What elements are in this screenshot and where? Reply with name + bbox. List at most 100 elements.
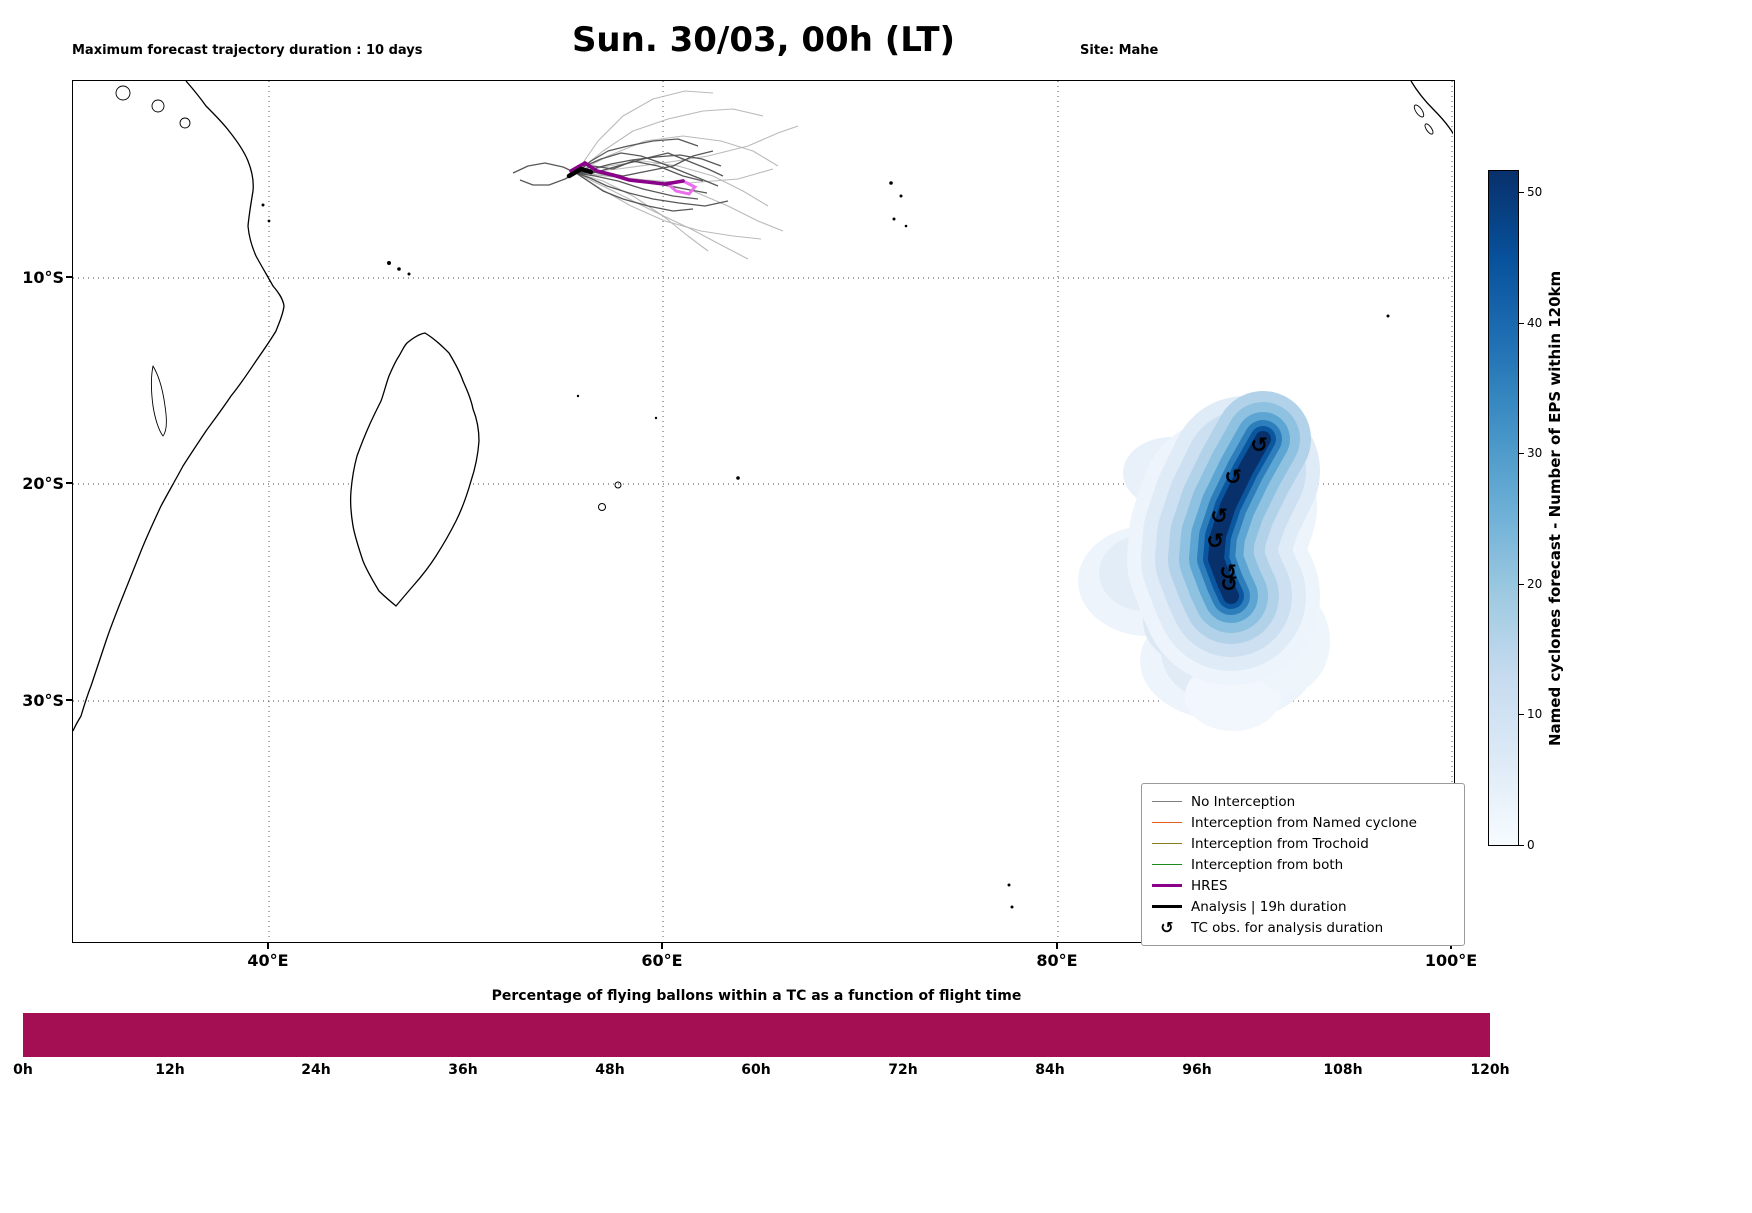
xtick-mark-60e — [661, 943, 663, 949]
xtick-100e: 100°E — [1424, 951, 1478, 970]
legend-line-named-cyclone — [1152, 822, 1182, 823]
map-panel: ↺ ↺ ↺ ↺ ↺ ↺ No Interception Interception from… — [72, 80, 1465, 946]
btick-72h: 72h — [888, 1062, 918, 1078]
legend-label: No Interception — [1191, 793, 1296, 810]
lake-outline-3 — [179, 117, 191, 129]
island-seychelles-3 — [892, 217, 896, 221]
btick-24h: 24h — [301, 1062, 331, 1078]
legend-line-both — [1152, 864, 1182, 865]
legend-item-named-cyclone: Interception from Named cyclone — [1152, 812, 1454, 833]
eps-density-field — [1078, 391, 1330, 731]
map-canvas: ↺↺↺↺↺↺ — [73, 81, 1453, 941]
balloon-trajectory — [575, 160, 769, 207]
coastline-madagascar — [349, 332, 480, 607]
island-mafia — [267, 219, 271, 223]
btick-96h: 96h — [1182, 1062, 1212, 1078]
bottom-chart-title: Percentage of flying ballons within a TC… — [491, 988, 1022, 1004]
balloon-trajectory — [575, 90, 714, 174]
ytick-10s: 10°S — [22, 268, 64, 287]
btick-108h: 108h — [1323, 1062, 1363, 1078]
hres-track-tail — [667, 179, 698, 196]
island-cocos — [1386, 314, 1390, 318]
legend-label: HRES — [1191, 877, 1228, 894]
island-mentawai-1 — [1413, 104, 1425, 118]
cb-ticklabel-0: 0 — [1527, 838, 1535, 852]
legend-label: Interception from Named cyclone — [1191, 814, 1417, 831]
cb-tick-50 — [1519, 192, 1524, 193]
balloon-trajectory — [575, 172, 749, 260]
legend-line-trochoid — [1152, 843, 1182, 844]
btick-120h: 120h — [1470, 1062, 1510, 1078]
xtick-mark-100e — [1450, 943, 1452, 949]
cb-tick-0 — [1519, 845, 1524, 846]
legend-item-tc-obs: ↺ TC obs. for analysis duration — [1152, 917, 1454, 938]
legend-item-both: Interception from both — [1152, 854, 1454, 875]
legend-item-hres: HRES — [1152, 875, 1454, 896]
xtick-80e: 80°E — [1036, 951, 1078, 970]
xtick-40e: 40°E — [247, 951, 289, 970]
tc-obs-symbol: ↺ — [1206, 529, 1224, 553]
island-seychelles-4 — [904, 224, 908, 228]
cb-ticklabel-40: 40 — [1527, 316, 1543, 330]
cb-ticklabel-20: 20 — [1527, 577, 1543, 591]
tc-observation-symbols: ↺↺↺↺↺↺ — [1206, 433, 1268, 596]
island-comoros-1 — [387, 261, 391, 265]
legend-line-hres — [1152, 884, 1182, 887]
tc-obs-symbol: ↺ — [1210, 504, 1228, 528]
legend-item-analysis: Analysis | 19h duration — [1152, 896, 1454, 917]
island-zanzibar — [261, 203, 265, 207]
balloon-trajectory — [512, 162, 577, 174]
island-reunion — [598, 503, 606, 511]
coastlines — [73, 81, 1453, 732]
balloon-trajectory — [575, 152, 719, 187]
balloon-trajectory — [575, 108, 764, 174]
balloon-trajectory — [575, 172, 699, 200]
legend-label: Interception from both — [1191, 856, 1344, 873]
tc-obs-symbol: ↺ — [1220, 572, 1238, 596]
balloon-trajectory — [575, 138, 699, 174]
island-chagos-2 — [1010, 905, 1014, 909]
eps-density-band — [1208, 431, 1271, 604]
tc-percentage-bar — [23, 1013, 1490, 1057]
settings-line-duration: Maximum forecast trajectory duration : 1… — [72, 43, 423, 58]
island-chagos-1 — [1007, 883, 1011, 887]
cb-tick-20 — [1519, 584, 1524, 585]
site-line: Site: Mahe — [1080, 43, 1159, 58]
ytick-20s: 20°S — [22, 474, 64, 493]
island-mauritius — [614, 481, 622, 489]
cb-tick-40 — [1519, 323, 1524, 324]
tc-obs-symbol: ↺ — [1250, 433, 1268, 457]
balloon-trajectory — [575, 160, 704, 182]
figure-title: Sun. 30/03, 00h (LT) — [571, 20, 956, 60]
coastline-africa — [73, 81, 285, 732]
btick-60h: 60h — [741, 1062, 771, 1078]
xtick-60e: 60°E — [641, 951, 683, 970]
tc-obs-symbol: ↺ — [1224, 465, 1242, 489]
coastline-sumatra — [1410, 81, 1453, 135]
island-tromelin — [576, 394, 580, 398]
tc-obs-symbol: ↺ — [1219, 560, 1237, 584]
cb-ticklabel-10: 10 — [1527, 707, 1543, 721]
legend-label: Analysis | 19h duration — [1191, 898, 1347, 915]
bottom-bar-track — [23, 1013, 1490, 1057]
island-agalega — [654, 416, 658, 420]
btick-84h: 84h — [1035, 1062, 1065, 1078]
ytick-mark-20s — [66, 482, 72, 484]
legend-item-trochoid: Interception from Trochoid — [1152, 833, 1454, 854]
cb-tick-10 — [1519, 714, 1524, 715]
small-islands — [261, 181, 1390, 909]
island-comoros-3 — [407, 272, 411, 276]
eps-count-colorbar — [1488, 170, 1519, 846]
btick-0h: 0h — [13, 1062, 33, 1078]
ytick-mark-10s — [66, 276, 72, 278]
analysis-track — [566, 166, 594, 179]
balloon-trajectory — [575, 172, 729, 207]
island-comoros-2 — [397, 267, 401, 271]
legend-label: Interception from Trochoid — [1191, 835, 1369, 852]
island-mentawai-2 — [1424, 123, 1434, 135]
balloon-trajectory — [575, 135, 779, 174]
xtick-mark-80e — [1056, 943, 1058, 949]
balloon-trajectory — [575, 172, 694, 212]
hres-track — [569, 160, 685, 186]
